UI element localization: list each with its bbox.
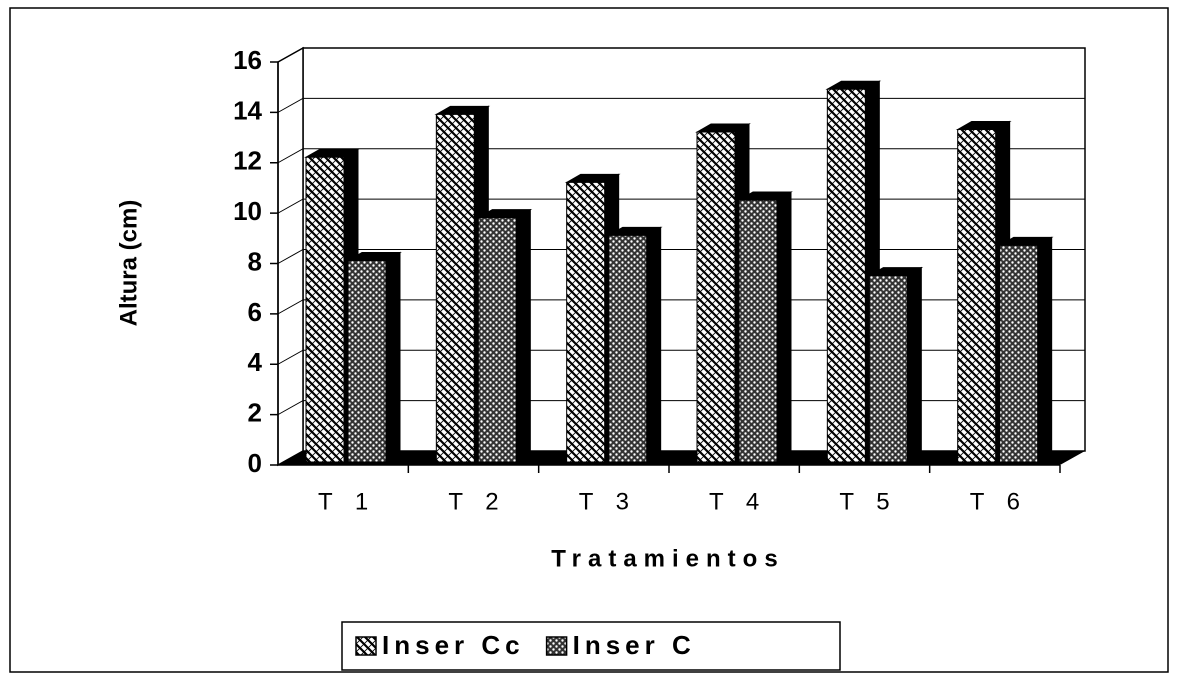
legend — [341, 621, 841, 671]
y-tick-label: 8 — [248, 246, 262, 276]
grid-line — [277, 198, 1085, 214]
legend-label: Inser C — [573, 630, 696, 660]
y-tick-label: 6 — [248, 297, 262, 327]
x-tick-label: T 2 — [448, 488, 506, 515]
bar — [476, 208, 533, 463]
y-tick-label: 4 — [248, 347, 263, 377]
x-tick-label: T 6 — [970, 488, 1028, 515]
grid-line — [277, 148, 1085, 164]
y-tick-label: 12 — [233, 146, 262, 176]
x-tick-label: T 1 — [318, 488, 376, 515]
bar — [997, 236, 1054, 463]
grid-line — [277, 249, 1085, 264]
y-tick-label: 10 — [233, 196, 262, 226]
grid-line — [277, 400, 1085, 416]
y-axis-label: Altura (cm) — [115, 200, 142, 327]
x-axis-label: Tratamientos — [551, 545, 784, 572]
y-tick-label: 14 — [233, 95, 262, 125]
grid-line — [277, 349, 1085, 365]
frame — [9, 7, 1169, 673]
legend-swatch — [545, 636, 568, 656]
bar — [606, 226, 663, 463]
x-tick-label: T 4 — [709, 488, 767, 515]
y-tick-label: 0 — [248, 448, 262, 478]
bar — [346, 251, 402, 463]
grid-line — [277, 47, 1085, 63]
bar — [737, 191, 793, 463]
legend-label: Inser Cc — [382, 630, 525, 660]
y-tick-label: 2 — [248, 398, 262, 428]
grid-line — [277, 97, 1085, 113]
x-tick-label: T 5 — [839, 488, 897, 515]
grid-line — [277, 299, 1085, 315]
bar — [867, 266, 924, 463]
legend-swatch — [355, 636, 377, 656]
x-tick-label: T 3 — [579, 488, 637, 515]
y-tick-label: 16 — [233, 45, 262, 75]
